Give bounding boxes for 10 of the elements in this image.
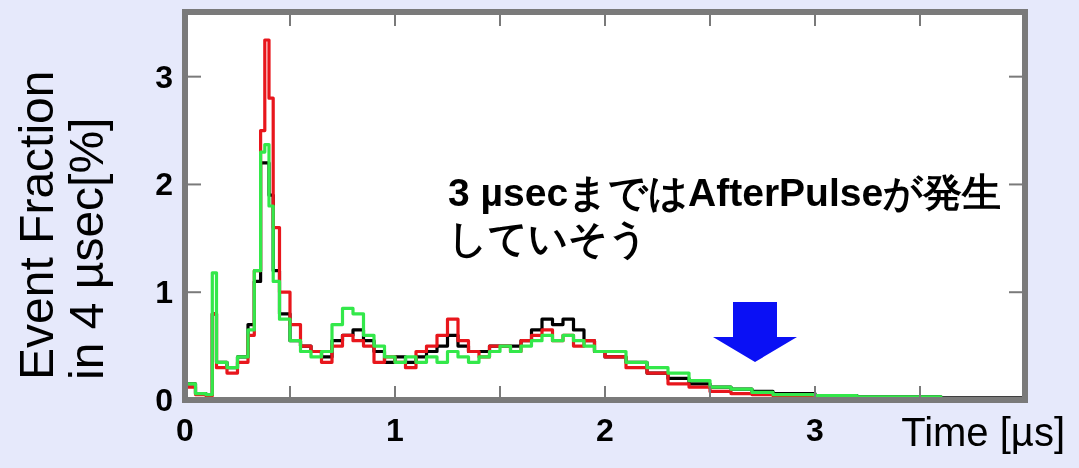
y-axis-title: Event Fraction in 4 µsec[%]	[10, 69, 113, 380]
x-tick-label: 2	[596, 412, 614, 449]
x-tick-label: 1	[386, 412, 404, 449]
x-axis-title: Time [µs]	[901, 410, 1065, 455]
x-tick-label: 3	[806, 412, 824, 449]
y-tick-label: 3	[155, 58, 173, 96]
annotation: 3 µsecまではAfterPulseが発生していそう	[448, 170, 1003, 262]
y-tick-label: 0	[155, 381, 173, 419]
y-tick-label: 2	[155, 165, 173, 203]
y-tick-label: 1	[155, 273, 173, 311]
